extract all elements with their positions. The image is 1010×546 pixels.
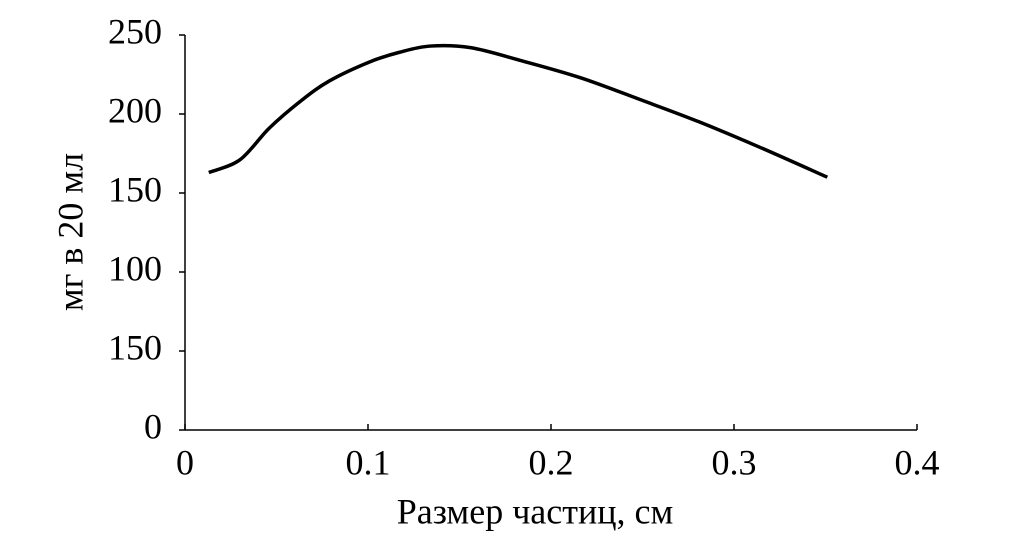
y-tick-label: 200	[108, 90, 162, 130]
y-tick-label: 150	[108, 327, 162, 367]
y-tick-label: 150	[108, 169, 162, 209]
x-tick-label: 0.4	[895, 442, 940, 482]
x-axis-label: Размер частиц, см	[397, 491, 674, 531]
data-line	[208, 43, 829, 179]
y-tick-label: 0	[144, 406, 162, 446]
x-tick-label: 0.3	[712, 442, 757, 482]
y-tick-label: 100	[108, 248, 162, 288]
y-axis-label: мг в 20 мл	[50, 153, 90, 311]
x-tick-label: 0.1	[346, 442, 391, 482]
x-tick-label: 0.2	[529, 442, 574, 482]
y-tick-label: 250	[108, 11, 162, 51]
x-tick-label: 0	[176, 442, 194, 482]
